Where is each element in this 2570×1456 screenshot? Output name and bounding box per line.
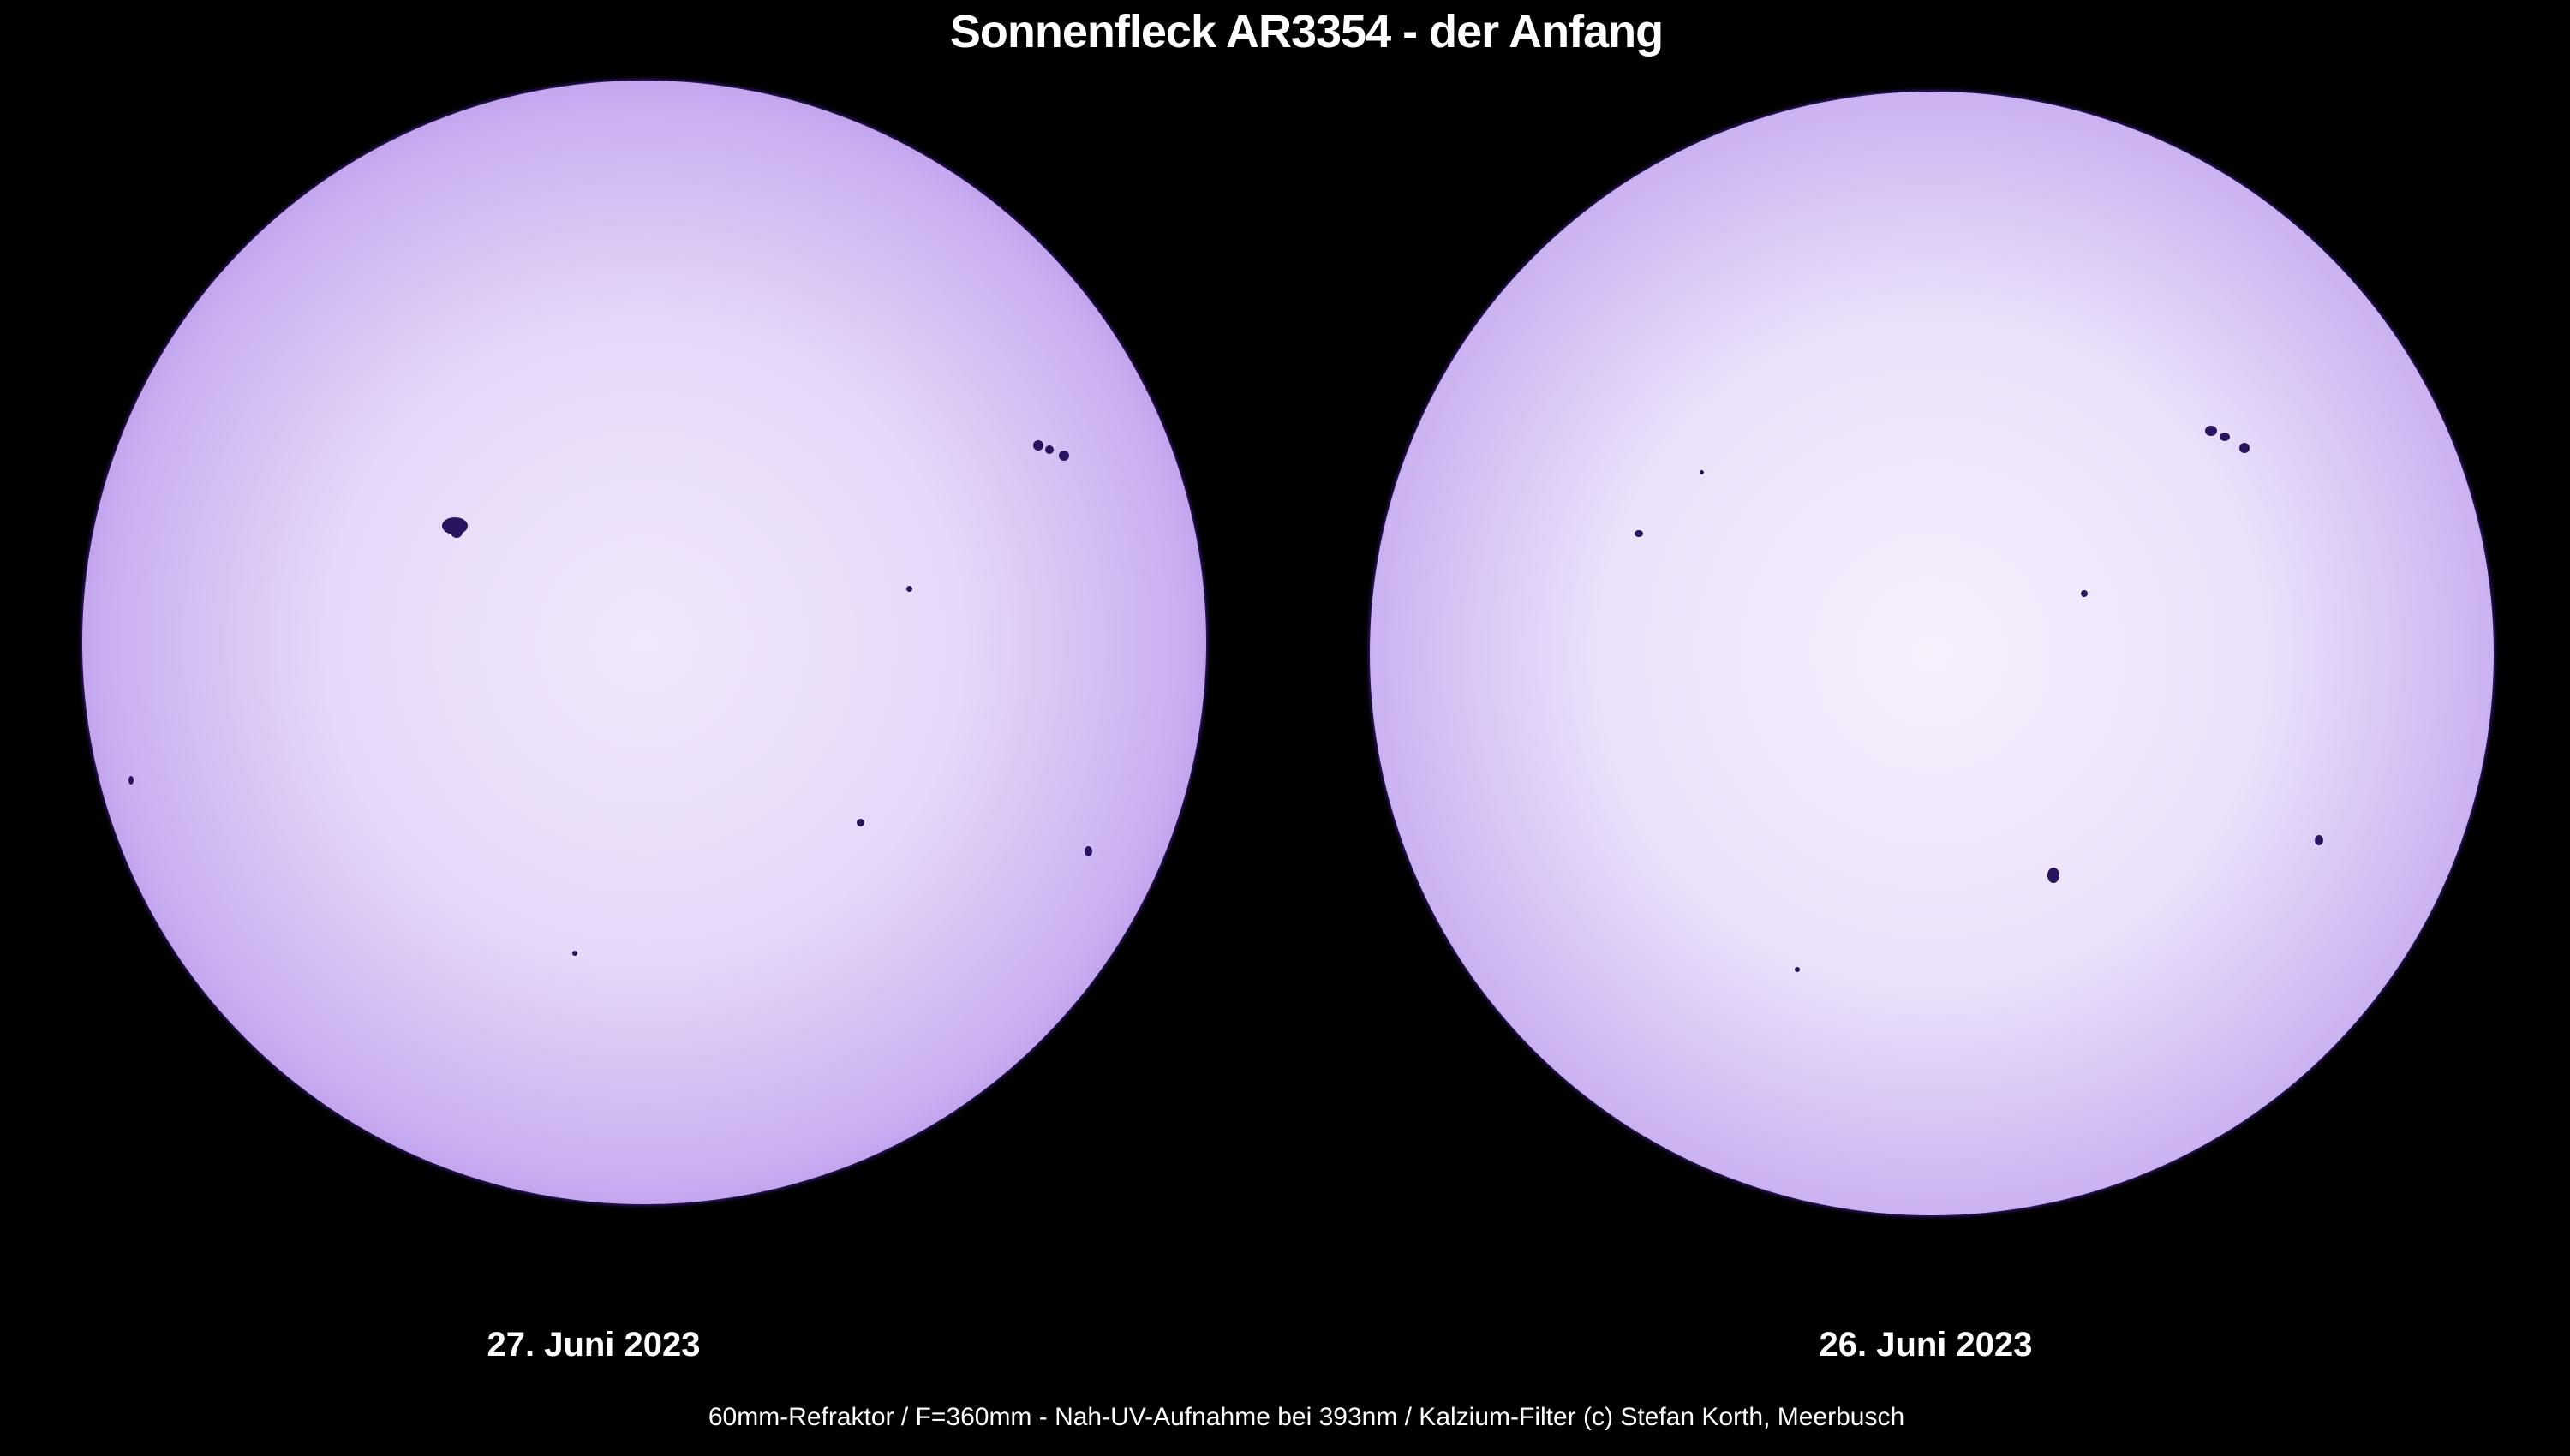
sunspot [2239, 443, 2250, 453]
sunspot [128, 776, 134, 785]
sunspot [2205, 426, 2217, 436]
sunspot [1795, 967, 1800, 972]
sunspot [906, 586, 912, 592]
sunspot [1635, 530, 1643, 537]
sunspot [2315, 835, 2323, 845]
sun-disk-27-june [82, 81, 1206, 1204]
sunspot [1045, 445, 1054, 454]
sunspot [1700, 470, 1704, 474]
sunspot [1059, 451, 1069, 461]
sunspot [2220, 433, 2230, 441]
sunspot [1085, 846, 1092, 856]
sunspot [857, 819, 864, 826]
sunspot [572, 951, 577, 956]
date-label-left: 27. Juni 2023 [487, 1326, 701, 1364]
sunspot [451, 526, 463, 538]
page-title: Sonnenfleck AR3354 - der Anfang [949, 6, 1664, 57]
sunspot [2081, 590, 2088, 597]
sunspot [1033, 440, 1043, 451]
sun-disk-26-june [1370, 92, 2494, 1215]
sunspot [2047, 868, 2059, 883]
caption: 60mm-Refraktor / F=360mm - Nah-UV-Aufnah… [708, 1403, 1905, 1431]
date-label-right: 26. Juni 2023 [1819, 1326, 2033, 1364]
